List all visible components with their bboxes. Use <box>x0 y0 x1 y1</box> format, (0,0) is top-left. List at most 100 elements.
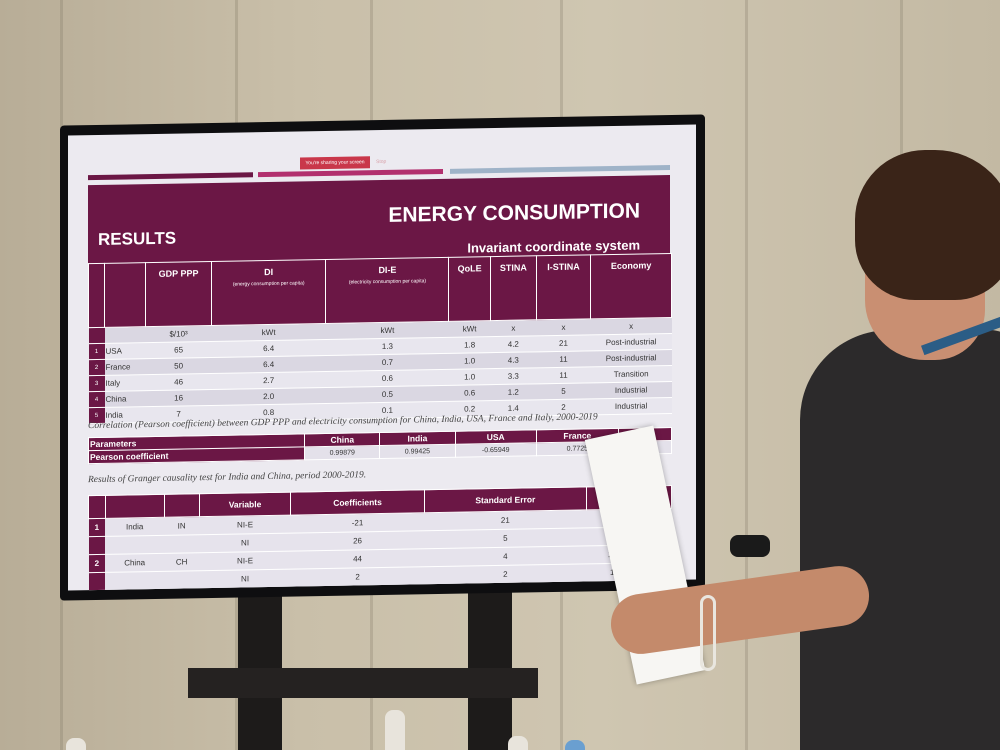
bottle <box>385 710 405 750</box>
pearson-table: Parameters China India USA France Italy … <box>88 427 672 464</box>
table-cell: 4.3 <box>490 351 537 369</box>
unit-cell: kWt <box>448 320 491 338</box>
table-cell: NI <box>199 569 291 589</box>
table-cell: 0.99425 <box>379 444 456 459</box>
tv-stand-crossbar <box>188 668 538 698</box>
table-cell: 46 <box>145 373 212 391</box>
table-cell: 1.0 <box>448 352 491 370</box>
presenter <box>607 150 1000 750</box>
country-cell: Italy <box>104 374 146 392</box>
table-cell: 16 <box>145 389 212 407</box>
table-cell: Industrial <box>590 397 672 415</box>
bracelet <box>700 595 716 671</box>
table-cell: 3.3 <box>490 367 537 385</box>
table-cell: 2 <box>424 563 587 585</box>
bottle <box>66 738 86 750</box>
group-country: China <box>105 553 165 573</box>
group-country: India <box>105 517 165 537</box>
table-cell: Industrial <box>590 381 672 399</box>
table-cell: 5 <box>536 382 591 400</box>
bottle <box>565 740 585 750</box>
table-cell: 4.2 <box>490 335 537 353</box>
table-cell: -21 <box>290 512 425 534</box>
header-stina: STINA <box>490 255 537 321</box>
header-di-note: (energy consumption per capita) <box>232 280 305 288</box>
table-cell: 26 <box>290 530 425 552</box>
presenter-body <box>800 330 1000 750</box>
group-number <box>88 536 106 555</box>
granger-note: Results of Granger causality test for In… <box>88 470 367 486</box>
header-cell-empty <box>105 494 165 519</box>
table-cell <box>164 570 200 590</box>
table-cell: 50 <box>145 357 212 375</box>
unit-cell: x <box>490 319 537 337</box>
granger-table: Variable Coefficients Standard Error t S… <box>88 485 672 591</box>
group-number <box>88 572 106 591</box>
table-cell: 11 <box>536 350 591 368</box>
wall-panel-seam <box>745 0 748 750</box>
row-index: 2 <box>88 359 105 376</box>
table-cell: NI <box>199 533 291 553</box>
header-qole: QoLE <box>448 256 491 322</box>
presenter-hair <box>855 150 1000 300</box>
header-die-note: (electricity consumption per capita) <box>348 278 427 286</box>
energy-consumption-table: GDP PPP DI (energy consumption per capita… <box>88 253 672 424</box>
header-die-label: DI-E <box>378 264 397 276</box>
table-cell: 65 <box>145 341 212 359</box>
header-cell-empty <box>88 263 105 328</box>
header-cell-empty <box>88 495 106 519</box>
header-india: India <box>379 431 456 446</box>
slide-title: ENERGY CONSUMPTION <box>388 199 640 227</box>
tv-stand-leg <box>238 575 282 750</box>
table-cell: 2 <box>290 566 425 588</box>
country-cell: France <box>104 358 146 376</box>
row-index: 1 <box>88 343 105 360</box>
table-cell: 1.2 <box>490 383 537 401</box>
results-title: RESULTS <box>98 228 177 249</box>
table-cell: 0.99879 <box>304 445 380 460</box>
slide-subtitle: Invariant coordinate system <box>467 237 640 256</box>
accent-strip <box>258 168 443 178</box>
unit-cell: x <box>536 318 591 336</box>
country-cell: China <box>104 390 146 408</box>
table-cell: -0.65949 <box>455 442 537 458</box>
table-cell: Transition <box>590 365 672 383</box>
table-cell: NI-E <box>199 515 291 535</box>
accent-strip <box>88 172 253 181</box>
table-cell <box>164 534 200 554</box>
header-die: DI-E (electricity consumption per capita) <box>325 257 449 324</box>
tv-stand-leg <box>468 575 512 750</box>
header-variable: Variable <box>199 492 291 517</box>
group-code: CH <box>164 552 200 572</box>
header-di: DI (energy consumption per capita) <box>211 259 326 326</box>
header-standard-error: Standard Error <box>424 486 587 513</box>
table-cell: Post-industrial <box>590 349 672 367</box>
header-cell-empty <box>104 262 146 328</box>
table-cell: Post-industrial <box>590 333 672 351</box>
table-cell <box>105 535 165 555</box>
group-number: 1 <box>88 518 106 537</box>
presentation-remote <box>730 535 770 557</box>
table-cell: 1.8 <box>448 336 491 354</box>
pearson-coefficient-label: Pearson coefficient <box>88 446 305 464</box>
group-number: 2 <box>88 554 106 573</box>
table-cell: 44 <box>290 548 425 570</box>
group-code: IN <box>164 516 200 536</box>
row-index: 3 <box>88 375 105 392</box>
table-cell: 11 <box>536 366 591 384</box>
table-cell <box>105 571 165 591</box>
table-cell: 21 <box>536 334 591 352</box>
header-economy: Economy <box>590 253 672 319</box>
header-gdp: GDP PPP <box>145 261 212 327</box>
table-cell <box>104 326 146 344</box>
row-index: 4 <box>88 391 105 408</box>
unit-cell: $/10³ <box>145 325 212 343</box>
header-coefficients: Coefficients <box>290 489 425 516</box>
header-di-label: DI <box>264 266 274 278</box>
accent-strip <box>450 164 670 174</box>
stop-sharing-button[interactable]: Stop <box>376 158 387 166</box>
unit-cell: x <box>590 317 672 335</box>
table-cell: 0.6 <box>448 384 491 402</box>
header-istina: I-STINA <box>536 254 591 320</box>
table-cell: NI-E <box>199 551 291 571</box>
